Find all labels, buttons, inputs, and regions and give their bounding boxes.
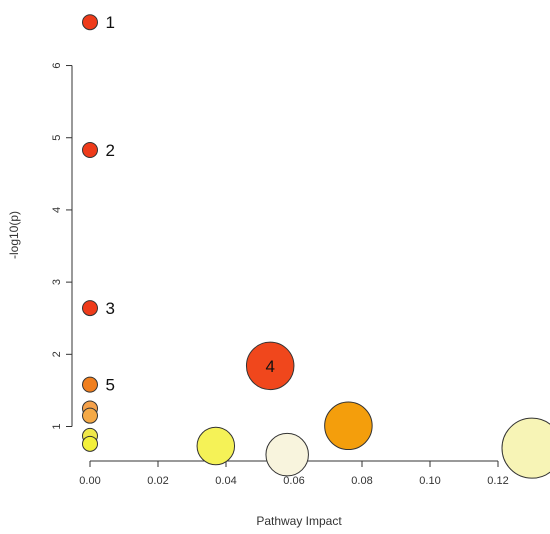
y-tick-label: 3 <box>51 279 63 285</box>
point-label: 3 <box>106 299 115 318</box>
data-point <box>82 14 98 31</box>
point-label: 5 <box>106 376 115 395</box>
axes <box>71 65 498 462</box>
data-point <box>82 435 98 452</box>
x-tick-label: 0.10 <box>419 475 440 487</box>
y-tick-label: 2 <box>51 351 63 357</box>
x-ticks: 0.00 0.02 0.04 0.06 0.08 0.10 0.12 <box>79 461 509 487</box>
x-tick-label: 0.12 <box>487 475 508 487</box>
data-points <box>82 14 550 479</box>
x-axis-title: Pathway Impact <box>256 514 342 528</box>
data-point <box>245 341 295 391</box>
y-tick-label: 4 <box>51 207 63 213</box>
y-axis-title: -log10(p) <box>7 211 21 259</box>
data-point <box>82 407 98 424</box>
y-tick-label: 1 <box>51 423 63 429</box>
point-label: 4 <box>265 357 274 376</box>
data-point <box>265 432 309 477</box>
x-tick-label: 0.04 <box>215 475 236 487</box>
y-tick-label: 6 <box>51 62 63 68</box>
y-tick-label: 5 <box>51 135 63 141</box>
data-point <box>82 376 98 393</box>
x-tick-label: 0.08 <box>351 475 372 487</box>
point-label: 1 <box>106 13 115 32</box>
data-point <box>196 426 236 466</box>
y-ticks: 1 2 3 4 5 6 <box>51 62 72 430</box>
data-point <box>82 300 98 317</box>
x-tick-label: 0.00 <box>79 475 100 487</box>
data-point <box>324 401 373 451</box>
data-point <box>501 417 550 479</box>
x-tick-label: 0.06 <box>283 475 304 487</box>
point-labels: 1 2 3 4 5 <box>106 13 275 394</box>
x-tick-label: 0.02 <box>147 475 168 487</box>
data-point <box>82 142 98 159</box>
point-label: 2 <box>106 141 115 160</box>
